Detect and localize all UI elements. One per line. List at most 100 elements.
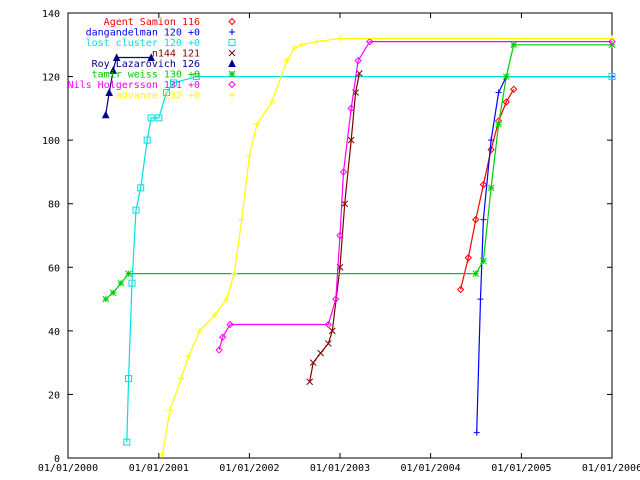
data-point [102,295,110,303]
data-point [314,38,321,45]
data-point [178,375,185,382]
y-tick-label: 60 [48,263,60,274]
data-point [317,349,324,357]
data-point [502,98,510,106]
y-tick-label: 80 [48,200,60,211]
data-point [480,216,487,223]
legend-label: n144 121 [152,49,200,60]
legend-label: Agent Samion 116 [104,17,200,28]
data-point [487,145,495,154]
y-axis: 0 20 40 60 80 100 120 140 [42,9,612,465]
data-point [246,153,253,160]
data-point [167,407,173,414]
y-tick-label: 40 [48,327,60,338]
data-point [283,57,290,64]
data-point [231,270,238,277]
data-point [143,136,151,144]
data-point [510,41,518,49]
data-point [608,37,616,46]
data-point [101,110,110,119]
legend-label: tamir weiss 130 +0 [92,70,200,81]
data-point [336,231,344,240]
data-point [238,216,245,223]
data-point [218,333,227,341]
data-point [105,88,114,96]
data-point [339,168,348,176]
x-axis: 01/01/2000 01/01/2001 01/01/2002 01/01/2003… [38,13,640,474]
y-tick-label: 20 [48,390,60,401]
series-7 [159,35,615,458]
data-point [132,206,140,214]
data-point [147,53,155,61]
data-point [495,120,502,128]
series-6 [215,37,616,354]
data-point [324,320,333,329]
series-line [460,88,515,290]
data-point [109,289,117,297]
data-point [608,73,616,81]
series-5 [102,41,616,303]
data-point [347,136,355,144]
y-tick-label: 100 [42,136,60,147]
series-line [476,75,612,433]
data-point [196,327,203,334]
data-point [291,44,298,51]
data-point [473,429,480,436]
legend-marker [228,39,236,46]
legend-label: dangandelman 120 +0 [86,28,200,39]
x-tick-label: 01/01/2006 [582,463,640,474]
legend-label: advance 132 +0 [116,91,200,102]
series-line [309,73,360,382]
series-0 [456,85,518,294]
data-point [472,270,480,277]
data-point [125,375,133,383]
data-point [306,378,314,386]
data-point [254,121,261,128]
data-point [332,295,340,303]
series-3 [306,70,363,386]
legend-label: lost cluster 120 +0 [86,38,200,49]
series-4 [101,53,155,119]
x-tick-label: 01/01/2000 [38,463,98,474]
data-point [309,359,317,366]
series-line [126,75,612,443]
data-point [155,114,163,122]
x-tick-label: 01/01/2004 [400,463,460,474]
data-point [112,53,121,61]
legend-label: Roy Lazarovich 126 [92,59,200,70]
data-point [502,73,510,80]
series-2 [123,73,616,446]
data-point [163,88,171,96]
data-point [477,296,484,303]
data-point [337,35,343,42]
data-point [137,184,145,192]
data-point [609,35,615,42]
y-tick-label: 140 [42,9,60,20]
series-line [161,37,612,455]
x-tick-label: 01/01/2003 [310,463,370,474]
legend-marker [228,70,236,78]
data-point [479,180,488,189]
data-point [328,327,336,335]
y-tick-label: 0 [54,454,60,465]
data-point [456,285,465,294]
x-tick-label: 01/01/2002 [219,463,279,474]
data-point [366,37,374,46]
legend-marker [229,92,235,98]
data-point [128,279,136,287]
data-point [211,311,218,318]
data-point [488,137,495,144]
data-point [223,296,230,303]
data-point [510,85,518,93]
data-point [487,184,495,192]
data-point [354,56,362,65]
legend-marker [229,29,235,35]
x-tick-label: 01/01/2005 [491,463,551,474]
data-point [215,346,223,354]
data-point [268,99,275,105]
legend-marker [228,49,236,57]
data-point [109,66,117,74]
data-point [299,41,306,48]
